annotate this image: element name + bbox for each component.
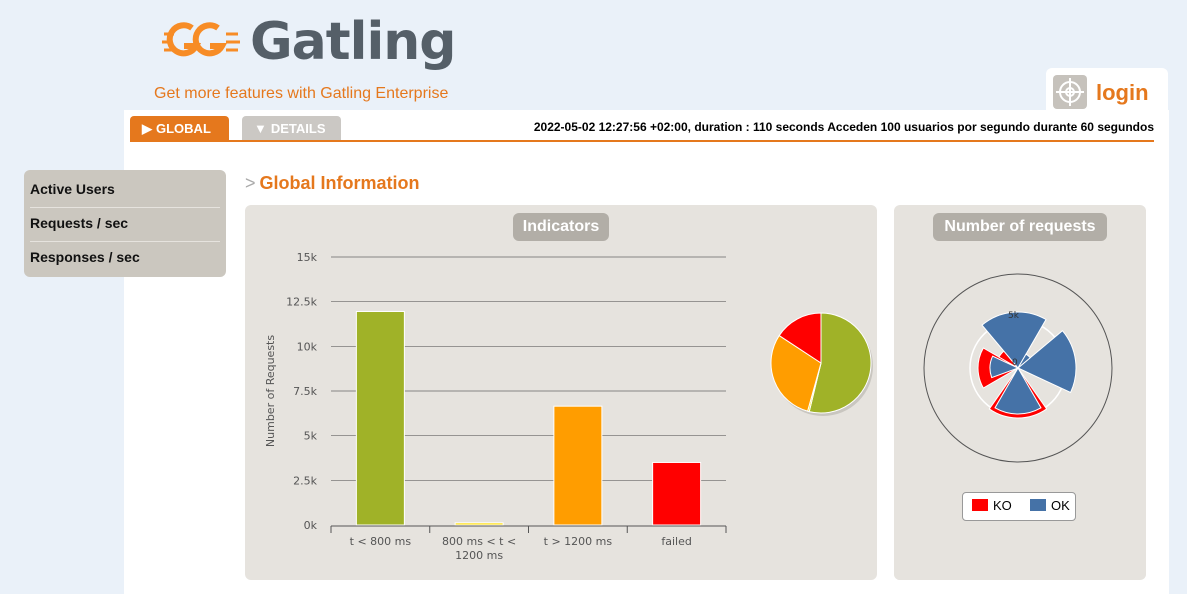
bar xyxy=(553,405,603,526)
legend-ok-label[interactable]: OK xyxy=(1051,498,1070,513)
y-tick-label: 0k xyxy=(304,519,318,532)
indicators-bar-chart: 0k 2.5k 5k 7.5k 10k 12.5k 15k Number of Request… xyxy=(264,251,873,562)
y-tick-label: 5k xyxy=(304,430,318,443)
y-tick-label: 10k xyxy=(297,340,318,353)
section-title: > Global Information xyxy=(245,173,420,194)
legend-ko-swatch xyxy=(972,499,988,511)
y-tick-label: 15k xyxy=(297,251,318,264)
brand-name: Gatling xyxy=(250,12,457,72)
polar-axis-label: 0 xyxy=(1012,358,1018,368)
run-info: 2022-05-02 12:27:56 +02:00, duration : 1… xyxy=(533,120,1154,134)
requests-polar-chart: 5k 0 xyxy=(923,273,1113,463)
bar xyxy=(652,461,702,526)
polar-sector xyxy=(1017,353,1031,369)
x-tick-label: t > 1200 ms xyxy=(544,535,613,548)
requests-panel-footer xyxy=(894,535,1146,580)
y-tick-label: 12.5k xyxy=(286,296,317,309)
tab-details-label: DETAILS xyxy=(270,121,326,136)
x-tick-label: 1200 ms xyxy=(455,549,503,562)
sidebar: Active Users Requests / sec Responses / … xyxy=(24,170,226,277)
y-axis-label: Number of Requests xyxy=(264,335,277,447)
polar-sector xyxy=(1017,330,1077,394)
polar-sector xyxy=(994,367,1042,415)
indicators-title: Indicators xyxy=(513,213,609,241)
login-label: login xyxy=(1096,80,1149,105)
sidebar-divider xyxy=(30,241,220,242)
sidebar-item-active-users[interactable]: Active Users xyxy=(30,181,115,197)
tab-details[interactable]: ▼ DETAILS xyxy=(242,116,341,141)
pie-slice xyxy=(808,312,872,414)
requests-title: Number of requests xyxy=(933,213,1107,241)
target-icon xyxy=(1053,75,1087,109)
tab-global-label: GLOBAL xyxy=(156,121,211,136)
legend-ok-swatch xyxy=(1030,499,1046,511)
pie-slice xyxy=(778,312,822,364)
polar-outer-ring xyxy=(923,273,1113,463)
polar-sector xyxy=(989,355,1020,379)
x-tick-label: failed xyxy=(661,535,691,548)
tabs-underline xyxy=(130,140,1154,142)
pie-slice xyxy=(770,334,822,412)
bar xyxy=(454,522,504,526)
tab-global[interactable]: ▶ GLOBAL xyxy=(130,116,229,141)
sidebar-divider xyxy=(30,207,220,208)
sidebar-item-responses-sec[interactable]: Responses / sec xyxy=(30,249,140,265)
y-tick-label: 2.5k xyxy=(293,474,317,487)
gatling-logo-icon xyxy=(162,22,240,57)
chevron-right-icon: > xyxy=(245,173,256,193)
x-tick-label: t < 800 ms xyxy=(350,535,412,548)
y-tick-label: 7.5k xyxy=(293,385,317,398)
sidebar-item-requests-sec[interactable]: Requests / sec xyxy=(30,215,129,231)
login-button[interactable]: login xyxy=(1046,68,1168,116)
requests-legend: KO OK xyxy=(962,492,1076,521)
legend-ko-label[interactable]: KO xyxy=(993,498,1012,513)
polar-sector xyxy=(981,311,1047,369)
x-tick-label: 800 ms < t < xyxy=(442,535,516,548)
polar-axis-label: 5k xyxy=(1008,311,1020,321)
bar xyxy=(355,310,405,526)
caret-right-icon: ▶ xyxy=(142,121,152,136)
enterprise-link[interactable]: Get more features with Gatling Enterpris… xyxy=(154,85,449,102)
section-title-text: Global Information xyxy=(259,173,420,193)
caret-down-icon: ▼ xyxy=(254,121,267,136)
